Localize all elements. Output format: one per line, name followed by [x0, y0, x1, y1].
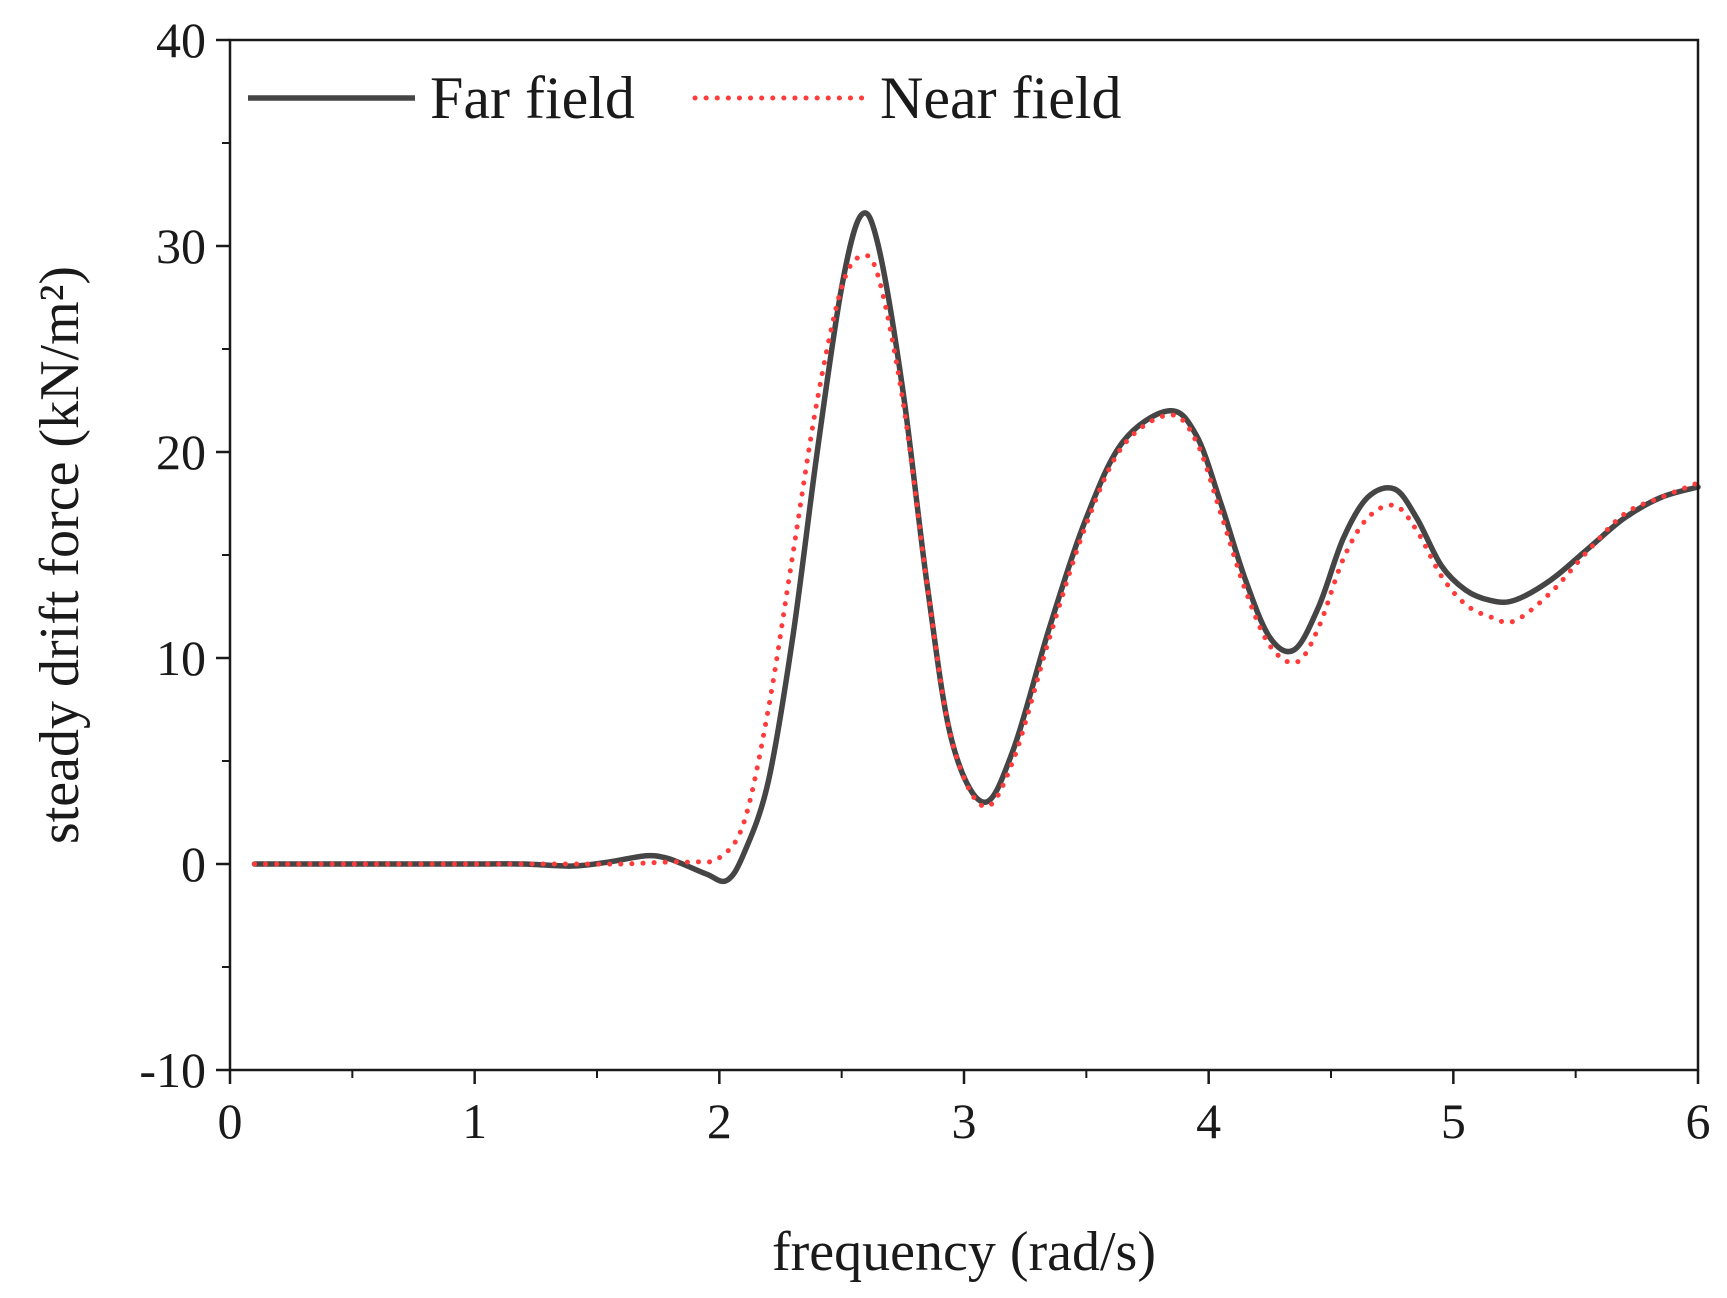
x-tick-label: 2	[707, 1093, 732, 1149]
legend-label-near-field: Near field	[880, 65, 1122, 131]
y-tick-label: 20	[156, 424, 206, 480]
x-tick-label: 3	[952, 1093, 977, 1149]
x-tick-label: 5	[1441, 1093, 1466, 1149]
y-tick-label: -10	[139, 1042, 206, 1098]
x-tick-label: 0	[218, 1093, 243, 1149]
x-tick-label: 4	[1196, 1093, 1221, 1149]
series-line-near-field	[251, 252, 1701, 867]
y-tick-label: 30	[156, 218, 206, 274]
series-line-far-field	[251, 210, 1701, 885]
y-axis-title: steady drift force (kN/m²)	[29, 266, 91, 844]
x-tick-label: 1	[462, 1093, 487, 1149]
series-layer	[251, 210, 1701, 885]
x-tick-label: 6	[1686, 1093, 1711, 1149]
legend: Far field Near field	[248, 65, 1122, 131]
y-tick-label: 0	[181, 836, 206, 892]
y-tick-label: 40	[156, 12, 206, 68]
y-tick-label: 10	[156, 630, 206, 686]
plot-frame	[228, 38, 1700, 1072]
legend-label-far-field: Far field	[430, 65, 635, 131]
x-axis-title: frequency (rad/s)	[772, 1221, 1156, 1283]
